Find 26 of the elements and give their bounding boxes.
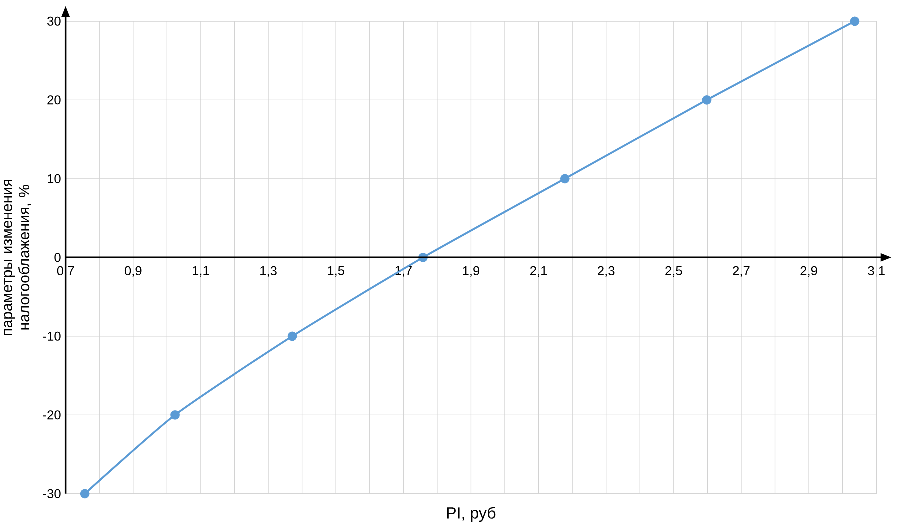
- y-tick-label: -30: [43, 489, 61, 498]
- x-tick-label: 2,1: [530, 266, 548, 277]
- y-tick-label: 10: [48, 174, 61, 184]
- x-tick-label: 1,1: [193, 266, 210, 277]
- x-tick-label: 2,9: [800, 266, 818, 277]
- point: [80, 489, 90, 498]
- y-tick-label: -10: [43, 332, 61, 341]
- point: [170, 410, 180, 420]
- x-tick-label: 0,9: [124, 266, 142, 277]
- point: [702, 95, 712, 105]
- point: [850, 16, 860, 26]
- point: [288, 332, 298, 341]
- x-tick-label: 3,1: [868, 266, 885, 277]
- x-tick-label: 2,5: [666, 266, 682, 277]
- x-axis-title: PI, руб: [447, 506, 496, 522]
- y-tick-label: 30: [48, 16, 61, 26]
- y-tick-label: 20: [48, 95, 61, 105]
- y-tick-label: -20: [43, 410, 61, 420]
- y-tick-label: 0: [54, 252, 61, 262]
- y-axis-title: параметры изменения налогооблажения, %: [4, 180, 32, 336]
- x-tick-label: 1,5: [328, 266, 344, 277]
- x-tick-label: 2,3: [598, 266, 615, 277]
- x-tick-label: 2,7: [733, 266, 750, 277]
- point: [560, 174, 570, 184]
- x-tick-label: 1,3: [260, 266, 277, 277]
- x-tick-label: 1,9: [463, 266, 480, 277]
